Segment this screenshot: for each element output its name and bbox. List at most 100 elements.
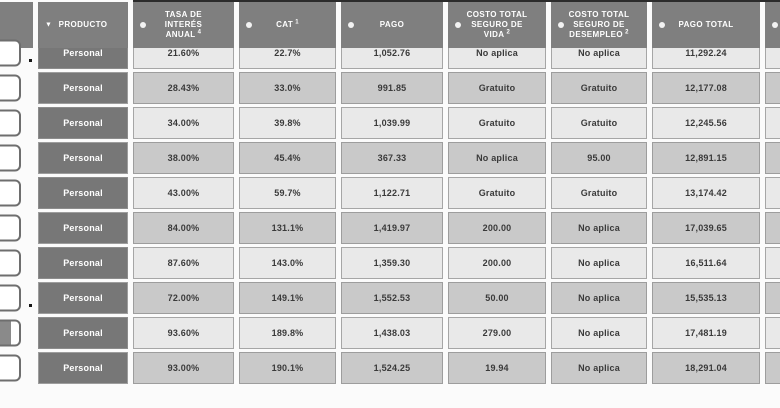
row-select-cell <box>0 37 33 69</box>
cell-producto: Personal <box>38 142 128 174</box>
sort-icon[interactable] <box>772 22 778 28</box>
column-header-seguro_desempleo[interactable]: COSTO TOTAL SEGURO DE DESEMPLEO 2 <box>551 2 647 48</box>
cell-seguro_desempleo: No aplica <box>551 212 647 244</box>
cell-seguro_desempleo: No aplica <box>551 317 647 349</box>
cell-seguro_desempleo: No aplica <box>551 282 647 314</box>
row-select-box[interactable] <box>0 109 21 137</box>
row-select-box[interactable] <box>0 144 21 172</box>
cell-seguro_vida: Gratuito <box>448 177 546 209</box>
cell-seguro_vida: No aplica <box>448 142 546 174</box>
column-header-tasa[interactable]: TASA DE INTERÉS ANUAL 4 <box>133 2 234 48</box>
cell-tasa: 34.00% <box>133 107 234 139</box>
sort-icon[interactable] <box>348 22 354 28</box>
sort-icon[interactable] <box>246 22 252 28</box>
cell-tasa: 72.00% <box>133 282 234 314</box>
cell-extra <box>765 212 780 244</box>
row-select-cell <box>0 352 33 384</box>
row-select-cell <box>0 107 33 139</box>
cell-tasa: 84.00% <box>133 212 234 244</box>
cell-cat: 189.8% <box>239 317 336 349</box>
column-header-pago_total[interactable]: PAGO TOTAL <box>652 2 760 48</box>
cell-seguro_desempleo: No aplica <box>551 247 647 279</box>
row-select-box[interactable] <box>0 214 21 242</box>
cell-tasa: 93.60% <box>133 317 234 349</box>
row-select-box[interactable] <box>0 39 21 67</box>
row-marker-dot <box>29 304 32 307</box>
cell-seguro_desempleo: Gratuito <box>551 107 647 139</box>
column-header-cat[interactable]: CAT 1 <box>239 2 336 48</box>
column-header-extra-blank[interactable] <box>765 2 780 48</box>
row-select-cell <box>0 72 33 104</box>
footnote-superscript: 2 <box>623 29 629 36</box>
column-header-label: PAGO <box>379 20 405 29</box>
row-select-cell <box>0 177 33 209</box>
cell-extra <box>765 352 780 384</box>
cell-producto: Personal <box>38 107 128 139</box>
sort-icon[interactable] <box>558 22 564 28</box>
cell-pago_total: 17,039.65 <box>652 212 760 244</box>
row-select-box[interactable] <box>0 249 21 277</box>
cell-seguro_vida: 279.00 <box>448 317 546 349</box>
sort-icon[interactable] <box>140 22 146 28</box>
cell-pago_total: 12,245.56 <box>652 107 760 139</box>
cell-pago_total: 17,481.19 <box>652 317 760 349</box>
cell-cat: 190.1% <box>239 352 336 384</box>
cell-pago: 1,122.71 <box>341 177 443 209</box>
row-select-cell <box>0 247 33 279</box>
cell-seguro_vida: 19.94 <box>448 352 546 384</box>
cell-extra <box>765 247 780 279</box>
cell-tasa: 93.00% <box>133 352 234 384</box>
cell-producto: Personal <box>38 212 128 244</box>
cell-seguro_desempleo: 95.00 <box>551 142 647 174</box>
sort-icon[interactable] <box>455 22 461 28</box>
cell-producto: Personal <box>38 317 128 349</box>
column-header-label: TASA DE INTERÉS ANUAL 4 <box>164 10 203 39</box>
cell-seguro_vida: Gratuito <box>448 107 546 139</box>
cell-pago: 1,524.25 <box>341 352 443 384</box>
cell-seguro_vida: 200.00 <box>448 247 546 279</box>
cell-pago_total: 16,511.64 <box>652 247 760 279</box>
filter-dropdown-icon[interactable]: ▼ <box>45 21 53 29</box>
cell-cat: 45.4% <box>239 142 336 174</box>
column-header-label: PRODUCTO <box>58 20 108 29</box>
cell-cat: 33.0% <box>239 72 336 104</box>
column-header-label: COSTO TOTAL SEGURO DE DESEMPLEO 2 <box>568 10 630 39</box>
cell-extra <box>765 142 780 174</box>
row-select-box[interactable] <box>0 319 21 347</box>
cell-tasa: 28.43% <box>133 72 234 104</box>
row-select-cell <box>0 212 33 244</box>
cell-extra <box>765 282 780 314</box>
cell-producto: Personal <box>38 352 128 384</box>
cell-pago: 991.85 <box>341 72 443 104</box>
row-select-box[interactable] <box>0 284 21 312</box>
row-select-box[interactable] <box>0 74 21 102</box>
cell-seguro_vida: 50.00 <box>448 282 546 314</box>
column-header-seguro_vida[interactable]: COSTO TOTAL SEGURO DE VIDA 2 <box>448 2 546 48</box>
partial-logo <box>0 321 11 345</box>
cell-seguro_vida: Gratuito <box>448 72 546 104</box>
cell-tasa: 38.00% <box>133 142 234 174</box>
row-select-box[interactable] <box>0 179 21 207</box>
cell-tasa: 87.60% <box>133 247 234 279</box>
column-header-producto[interactable]: ▼ PRODUCTO <box>38 2 128 48</box>
cell-pago_total: 12,891.15 <box>652 142 760 174</box>
column-header-pago[interactable]: PAGO <box>341 2 443 48</box>
sort-icon[interactable] <box>659 22 665 28</box>
cell-producto: Personal <box>38 247 128 279</box>
column-header-label: CAT 1 <box>276 19 299 29</box>
cell-producto: Personal <box>38 72 128 104</box>
cell-tasa: 43.00% <box>133 177 234 209</box>
cell-pago_total: 12,177.08 <box>652 72 760 104</box>
row-select-box[interactable] <box>0 354 21 382</box>
cell-pago: 1,552.53 <box>341 282 443 314</box>
cell-seguro_desempleo: Gratuito <box>551 177 647 209</box>
column-header-label: PAGO TOTAL <box>678 20 734 29</box>
cell-extra <box>765 72 780 104</box>
cell-pago_total: 18,291.04 <box>652 352 760 384</box>
cell-cat: 143.0% <box>239 247 336 279</box>
footnote-superscript: 4 <box>195 29 202 36</box>
cell-pago: 1,359.30 <box>341 247 443 279</box>
cell-seguro_vida: 200.00 <box>448 212 546 244</box>
cell-producto: Personal <box>38 282 128 314</box>
row-select-cell <box>0 317 33 349</box>
